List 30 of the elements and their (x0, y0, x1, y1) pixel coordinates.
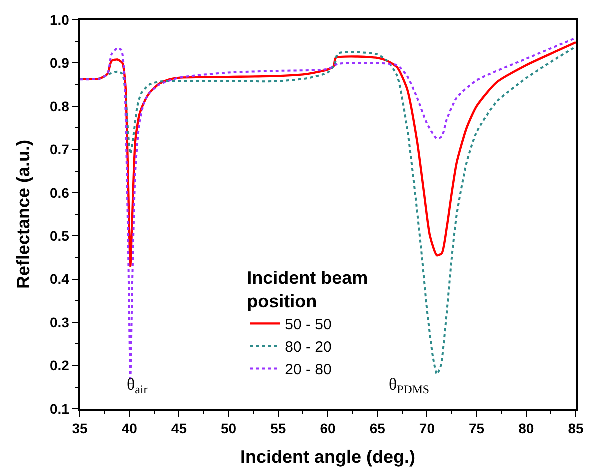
x-tick-label: 40 (122, 420, 138, 437)
line-series (80, 41, 576, 268)
y-tick-label: 0.8 (50, 98, 70, 114)
x-tick-label: 65 (370, 420, 386, 437)
y-tick-label: 0.7 (50, 142, 70, 158)
legend-label: 20 - 80 (285, 362, 332, 379)
legend-label: 50 - 50 (285, 316, 332, 334)
x-tick-label: 55 (270, 420, 286, 437)
legend-title: Incident beam position (247, 268, 368, 312)
y-tick-label: 0.2 (50, 358, 70, 374)
x-tick-label: 50 (221, 420, 237, 437)
y-tick-label: 0.9 (50, 55, 70, 72)
legend-label: 80 - 20 (285, 339, 332, 356)
annotation: θ$_{PDMS}$ (389, 375, 430, 397)
y-tick-label: 1.0 (50, 12, 70, 28)
x-tick-label: 75 (469, 420, 485, 437)
x-tick-label: 70 (419, 420, 436, 437)
y-tick-label: 0.1 (50, 400, 70, 417)
x-tick-label: 35 (72, 420, 88, 437)
y-tick-label: 0.6 (50, 184, 70, 201)
y-axis-title: Reflectance (a.u.) (14, 140, 34, 290)
annotation: θ$_{air}$ (127, 375, 148, 397)
x-tick-label: 45 (171, 420, 188, 437)
x-tick-label: 80 (518, 420, 534, 437)
y-tick-label: 0.5 (50, 228, 70, 244)
x-tick-label: 85 (568, 420, 584, 437)
x-axis-title: Incident angle (deg.) (240, 447, 416, 468)
y-tick-label: 0.3 (50, 314, 70, 330)
y-tick-label: 0.4 (50, 271, 70, 288)
x-tick-label: 60 (320, 420, 336, 437)
